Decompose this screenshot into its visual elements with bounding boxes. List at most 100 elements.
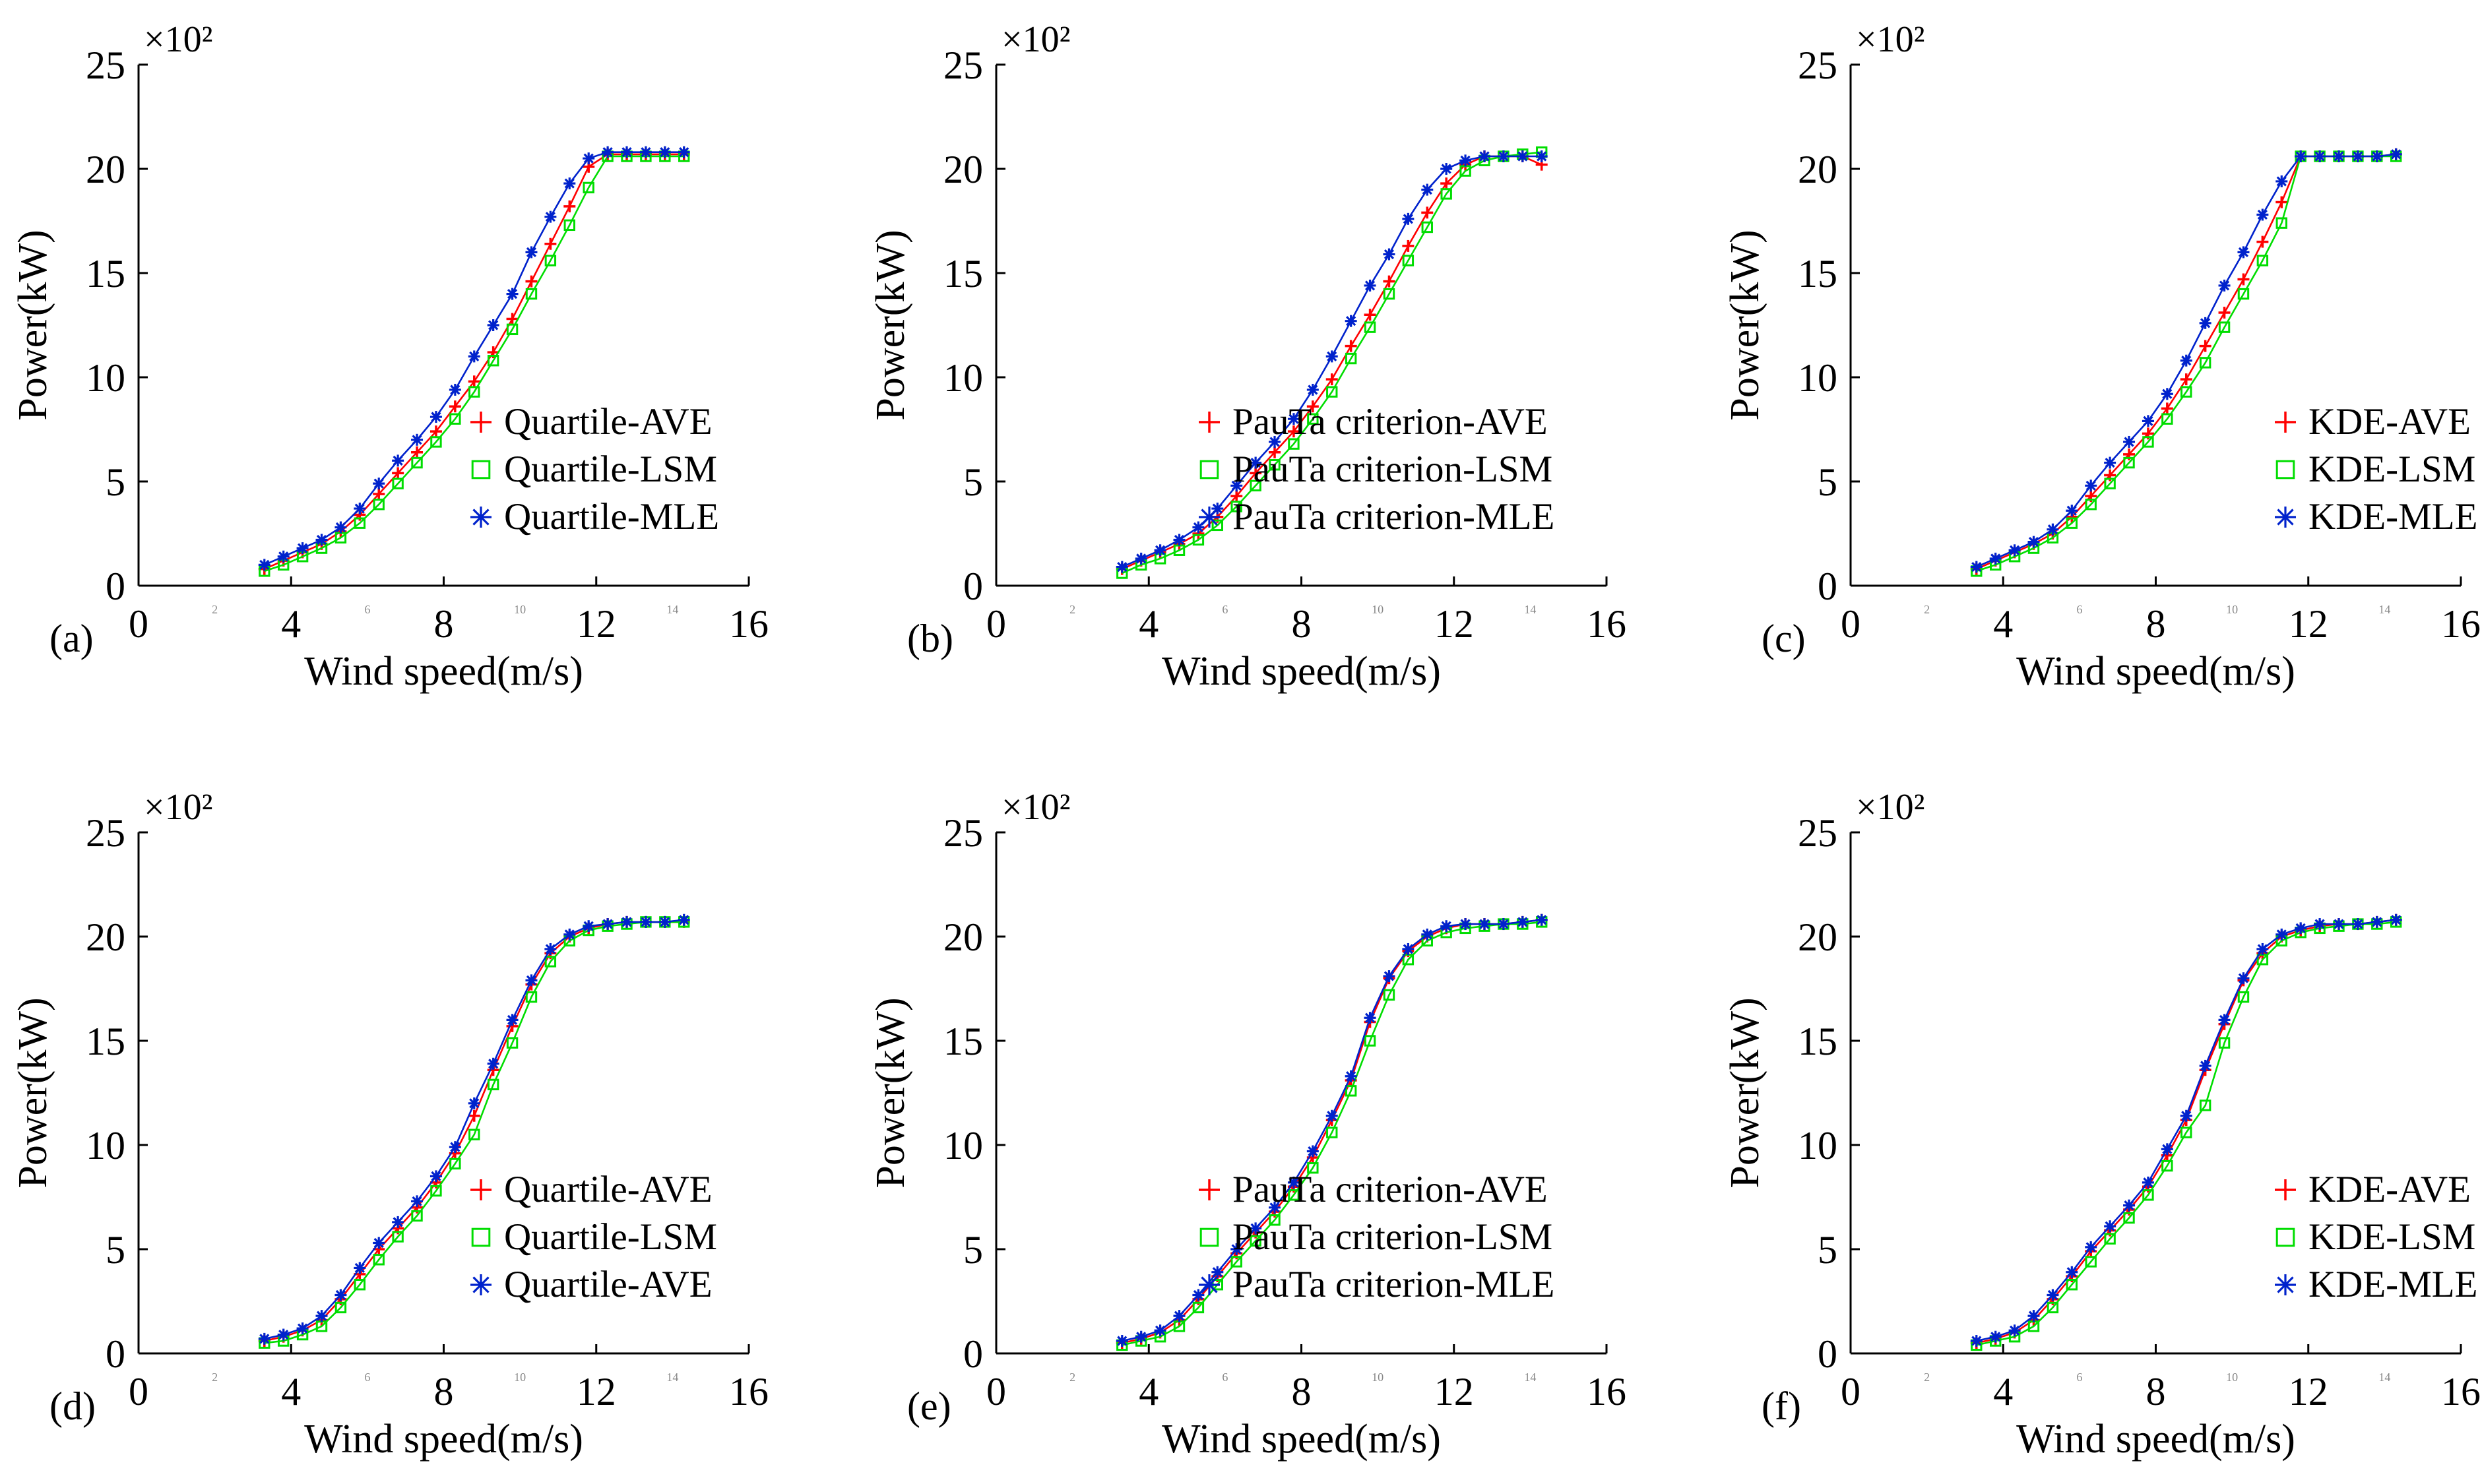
panel-f-series-1-point-10: [2161, 1159, 2173, 1172]
panel-f-series-2-point-9-d2: [2143, 1177, 2153, 1188]
panel-c-series-2-point-14-d2: [2238, 247, 2249, 258]
panel-f-series-2-point-19-d2: [2334, 919, 2344, 929]
panel-d-series-2-point-4: [334, 1289, 347, 1301]
panel-a-series-1-point-7: [392, 478, 404, 489]
panel-e-series-2-point-12-d2: [1346, 1071, 1356, 1082]
panel-d-xtick-label-0: 0: [129, 1370, 148, 1413]
panel-b-series-1-point-6: [1230, 501, 1242, 512]
panel-d-ytick-label-0: 0: [106, 1332, 125, 1376]
panel-c-series-2-point-4-d2: [2047, 524, 2058, 535]
panel-f-series-2-point-17: [2295, 922, 2307, 935]
panel-b-series-2-point-3: [1173, 534, 1186, 546]
panel-a-series-2-point-8-d2: [412, 435, 422, 445]
panel-c-series-2-point-2: [2008, 544, 2021, 557]
panel-d-series-2-point-10-d2: [450, 1142, 461, 1152]
panel-f-series-1-point-6: [2085, 1256, 2097, 1268]
panel-f-legend-label-2: KDE-MLE: [2308, 1264, 2477, 1305]
panel-c-series-2-point-5: [2066, 505, 2078, 517]
panel-d-series-2-point-21: [658, 915, 671, 928]
panel-a-series-2-point-7-d2: [393, 455, 403, 466]
panel-b-series-2-point-7-d2: [1250, 457, 1261, 468]
panel-d-legend-marker-0: [470, 1179, 492, 1200]
panel-b-series-0-point-15: [1402, 239, 1415, 252]
panel-d-series-2-point-17-d2: [583, 921, 594, 931]
panel-a-ytick-label-0: 0: [106, 565, 125, 608]
panel-d-series-2-point-2: [296, 1322, 309, 1335]
panel-f-y-axis-label: Power(kW): [1723, 997, 1767, 1188]
panel-c-series-2-point-11: [2180, 354, 2192, 367]
panel-f-x-axis-label: Wind speed(m/s): [2016, 1417, 2295, 1462]
panel-a-y-multiplier: ×10²: [144, 19, 212, 60]
panel-b-series-2-point-3-d2: [1174, 534, 1185, 545]
panel-a-series-2-point-14-d2: [526, 247, 537, 258]
panel-e-series-2-point-9-d2: [1288, 1177, 1299, 1188]
panel-d-series-2-point-10: [449, 1141, 461, 1154]
panel-e-series-2-point-7-d2: [1250, 1223, 1261, 1234]
panel-b-series-0-point-13: [1364, 309, 1376, 321]
panel-e-series-2-point-17-d2: [1441, 921, 1451, 931]
panel-e-series-2-point-4-d2: [1193, 1289, 1204, 1301]
panel-a-x-axis-label: Wind speed(m/s): [304, 649, 583, 694]
panel-c-series-0-point-10: [2161, 402, 2173, 415]
panel-d-series-2-point-7-d2: [393, 1217, 403, 1227]
panel-c-legend-marker-2: [2275, 507, 2296, 528]
panel-d-y-axis-label: Power(kW): [11, 997, 55, 1188]
panel-d-x-axis-label: Wind speed(m/s): [304, 1417, 583, 1462]
panel-b-x-axis-label: Wind speed(m/s): [1162, 649, 1441, 694]
panel-e-series-2-point-1-d2: [1136, 1332, 1147, 1342]
panel-d-legend-label-2: Quartile-AVE: [504, 1264, 713, 1305]
panel-c-ytick-label-0: 0: [1818, 565, 1837, 608]
panel-a-minor-xtick-label-2: 10: [514, 603, 526, 616]
panel-a-series-2-point-2: [296, 542, 309, 555]
panel-f-series-2-point-8: [2123, 1199, 2136, 1212]
panel-b-series-2-point-11-d2: [1327, 351, 1337, 362]
panel-b-ytick-label-3: 15: [943, 252, 983, 295]
panel-a-series-2-point-0: [258, 559, 270, 571]
panel-c-minor-xtick-label-1: 6: [2076, 603, 2082, 616]
panel-a-series-1-point-8: [411, 456, 423, 469]
panel-c-series-2-point-6-d2: [2085, 480, 2096, 491]
panel-c-legend-label-0: KDE-AVE: [2308, 401, 2471, 443]
panel-f-ytick-label-5: 25: [1798, 811, 1837, 855]
panel-f-series-2-point-7-d2: [2105, 1221, 2115, 1231]
panel-b-series-2-point-14: [1383, 248, 1395, 261]
panel-d-minor-xtick-label-3: 14: [666, 1371, 678, 1384]
panel-b-series-0-point-9: [1287, 425, 1300, 438]
panel-f-series-1-point-4: [2047, 1301, 2059, 1314]
panel-a: 0 5 10 15 20 25 0 4 8 12 16 2 6 10 14 ×10² Wind speed(m/…: [11, 19, 769, 694]
panel-b-series-1-point-4: [1192, 534, 1205, 546]
panel-e-series-1-point-11: [1326, 1127, 1338, 1138]
panel-c-series-1-point-12: [2199, 357, 2211, 369]
panel-a-minor-xtick-label-1: 6: [364, 603, 370, 616]
panel-a-series-2-point-5: [354, 503, 366, 515]
panel-c-y-axis-label: Power(kW): [1723, 230, 1767, 420]
panel-b-series-1-point-10: [1307, 413, 1319, 425]
panel-a-xtick-label-1: 4: [281, 602, 301, 646]
panel-f-series-2-point-16-d2: [2276, 929, 2287, 940]
panel-c-series-0-point-12: [2199, 340, 2211, 352]
panel-a-series-1-point-10: [449, 413, 461, 425]
panel-f-series-2-point-1: [1989, 1330, 2002, 1343]
panel-d-series-1-point-12: [487, 1078, 499, 1091]
panel-c-series-2-point-17-d2: [2295, 151, 2306, 162]
panel-b-ytick-label-0: 0: [963, 565, 983, 608]
panel-d-ytick-label-4: 20: [86, 915, 125, 959]
panel-c-series-2-point-1: [1989, 552, 2002, 565]
panel-c-series-2-point-18-d2: [2314, 151, 2325, 162]
panel-b-minor-xtick-label-2: 10: [1372, 603, 1383, 616]
panel-d-series-2-point-8-d2: [412, 1196, 422, 1206]
panel-b-series-2-point-11: [1325, 350, 1338, 363]
panel-b-xtick-label-3: 12: [1434, 602, 1474, 646]
panel-a-series-2-point-10-d2: [450, 385, 461, 395]
panel-e-series-1-point-4: [1192, 1301, 1205, 1314]
panel-c-series-2-point-5-d2: [2066, 505, 2077, 516]
panel-c-series-1-point-7: [2104, 478, 2116, 489]
panel-a-series-1-point-14: [525, 288, 538, 300]
panel-e-series-1-point-13: [1364, 1035, 1376, 1047]
panel-a-series-2-point-2-d2: [297, 543, 308, 553]
panel-c-series-2-point-20-d2: [2353, 151, 2363, 162]
panel-f-series-2-point-10-d2: [2162, 1144, 2173, 1154]
panel-c-series-1-point-13: [2218, 321, 2231, 333]
panel-a-series-2-point-19-d2: [621, 147, 632, 158]
panel-f-series-2-point-17-d2: [2295, 923, 2306, 933]
